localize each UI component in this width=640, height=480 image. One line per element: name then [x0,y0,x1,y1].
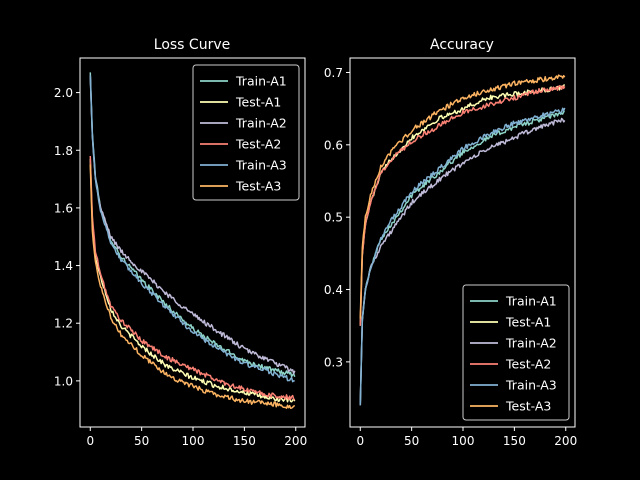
loss-x-tick-label: 150 [233,434,256,448]
loss-x-tick-label: 50 [134,434,149,448]
loss-curve-title: Loss Curve [154,37,230,53]
loss-y-tick-label: 1.2 [54,317,73,331]
loss-y-tick-label: 2.0 [54,86,73,100]
loss-curve-panel: Loss Curve 0 50 100 150 200 1.0 1.2 1.4 1.6 1.8 2.… [54,37,307,448]
accuracy-legend-label: Test-A2 [505,357,551,372]
loss-y-tick-label: 1.8 [54,144,73,158]
accuracy-x-tick-label: 50 [404,434,419,448]
loss-x-tick-label: 100 [182,434,205,448]
accuracy-y-tick-label: 0.6 [324,138,343,152]
loss-legend [192,64,300,201]
loss-series-line-test-a1 [89,158,296,403]
loss-legend-label: Train-A2 [235,116,287,131]
loss-x-tick-label: 0 [86,434,94,448]
loss-series-line-test-a2 [89,155,296,401]
loss-series-line-test-a3 [89,164,296,410]
accuracy-y-tick-label: 0.7 [324,66,343,80]
accuracy-panel: Accuracy 0 50 100 150 200 0.3 0.4 0.5 0.6 0.7 Trai… [324,37,577,448]
loss-legend-label: Test-A3 [235,179,281,194]
accuracy-series-line-test-a2 [359,85,566,326]
loss-y-tick-label: 1.4 [54,259,73,273]
accuracy-series-line-train-a3 [359,107,566,406]
accuracy-axes-frame [349,57,576,428]
accuracy-series-line-train-a1 [359,110,565,406]
loss-series-line-train-a2 [89,75,296,375]
accuracy-series-line-train-a2 [359,117,566,406]
loss-y-tick-label: 1.0 [54,374,73,388]
accuracy-x-tick-label: 200 [554,434,577,448]
accuracy-legend-label: Test-A3 [505,399,551,414]
loss-legend-label: Test-A2 [235,137,281,152]
loss-axes-frame [79,57,306,428]
accuracy-y-tick-label: 0.3 [324,355,343,369]
accuracy-legend-label: Train-A2 [505,336,557,351]
loss-y-tick-label: 1.6 [54,201,73,215]
accuracy-legend-label: Train-A1 [505,294,557,309]
loss-legend-label: Train-A3 [235,158,287,173]
loss-legend-label: Test-A1 [235,95,281,110]
loss-x-tick-label: 200 [284,434,307,448]
loss-series-line-train-a3 [89,75,295,383]
accuracy-legend [462,284,570,421]
accuracy-title: Accuracy [430,37,494,53]
loss-legend-label: Train-A1 [235,74,287,89]
accuracy-y-tick-label: 0.5 [324,211,343,225]
loss-series-line-train-a1 [89,72,296,378]
accuracy-x-tick-label: 0 [356,434,364,448]
accuracy-series-line-test-a3 [359,74,566,319]
accuracy-y-tick-label: 0.4 [324,283,343,297]
accuracy-legend-label: Test-A1 [505,315,551,330]
accuracy-x-tick-label: 100 [452,434,475,448]
accuracy-x-tick-label: 150 [503,434,526,448]
accuracy-legend-label: Train-A3 [505,378,557,393]
